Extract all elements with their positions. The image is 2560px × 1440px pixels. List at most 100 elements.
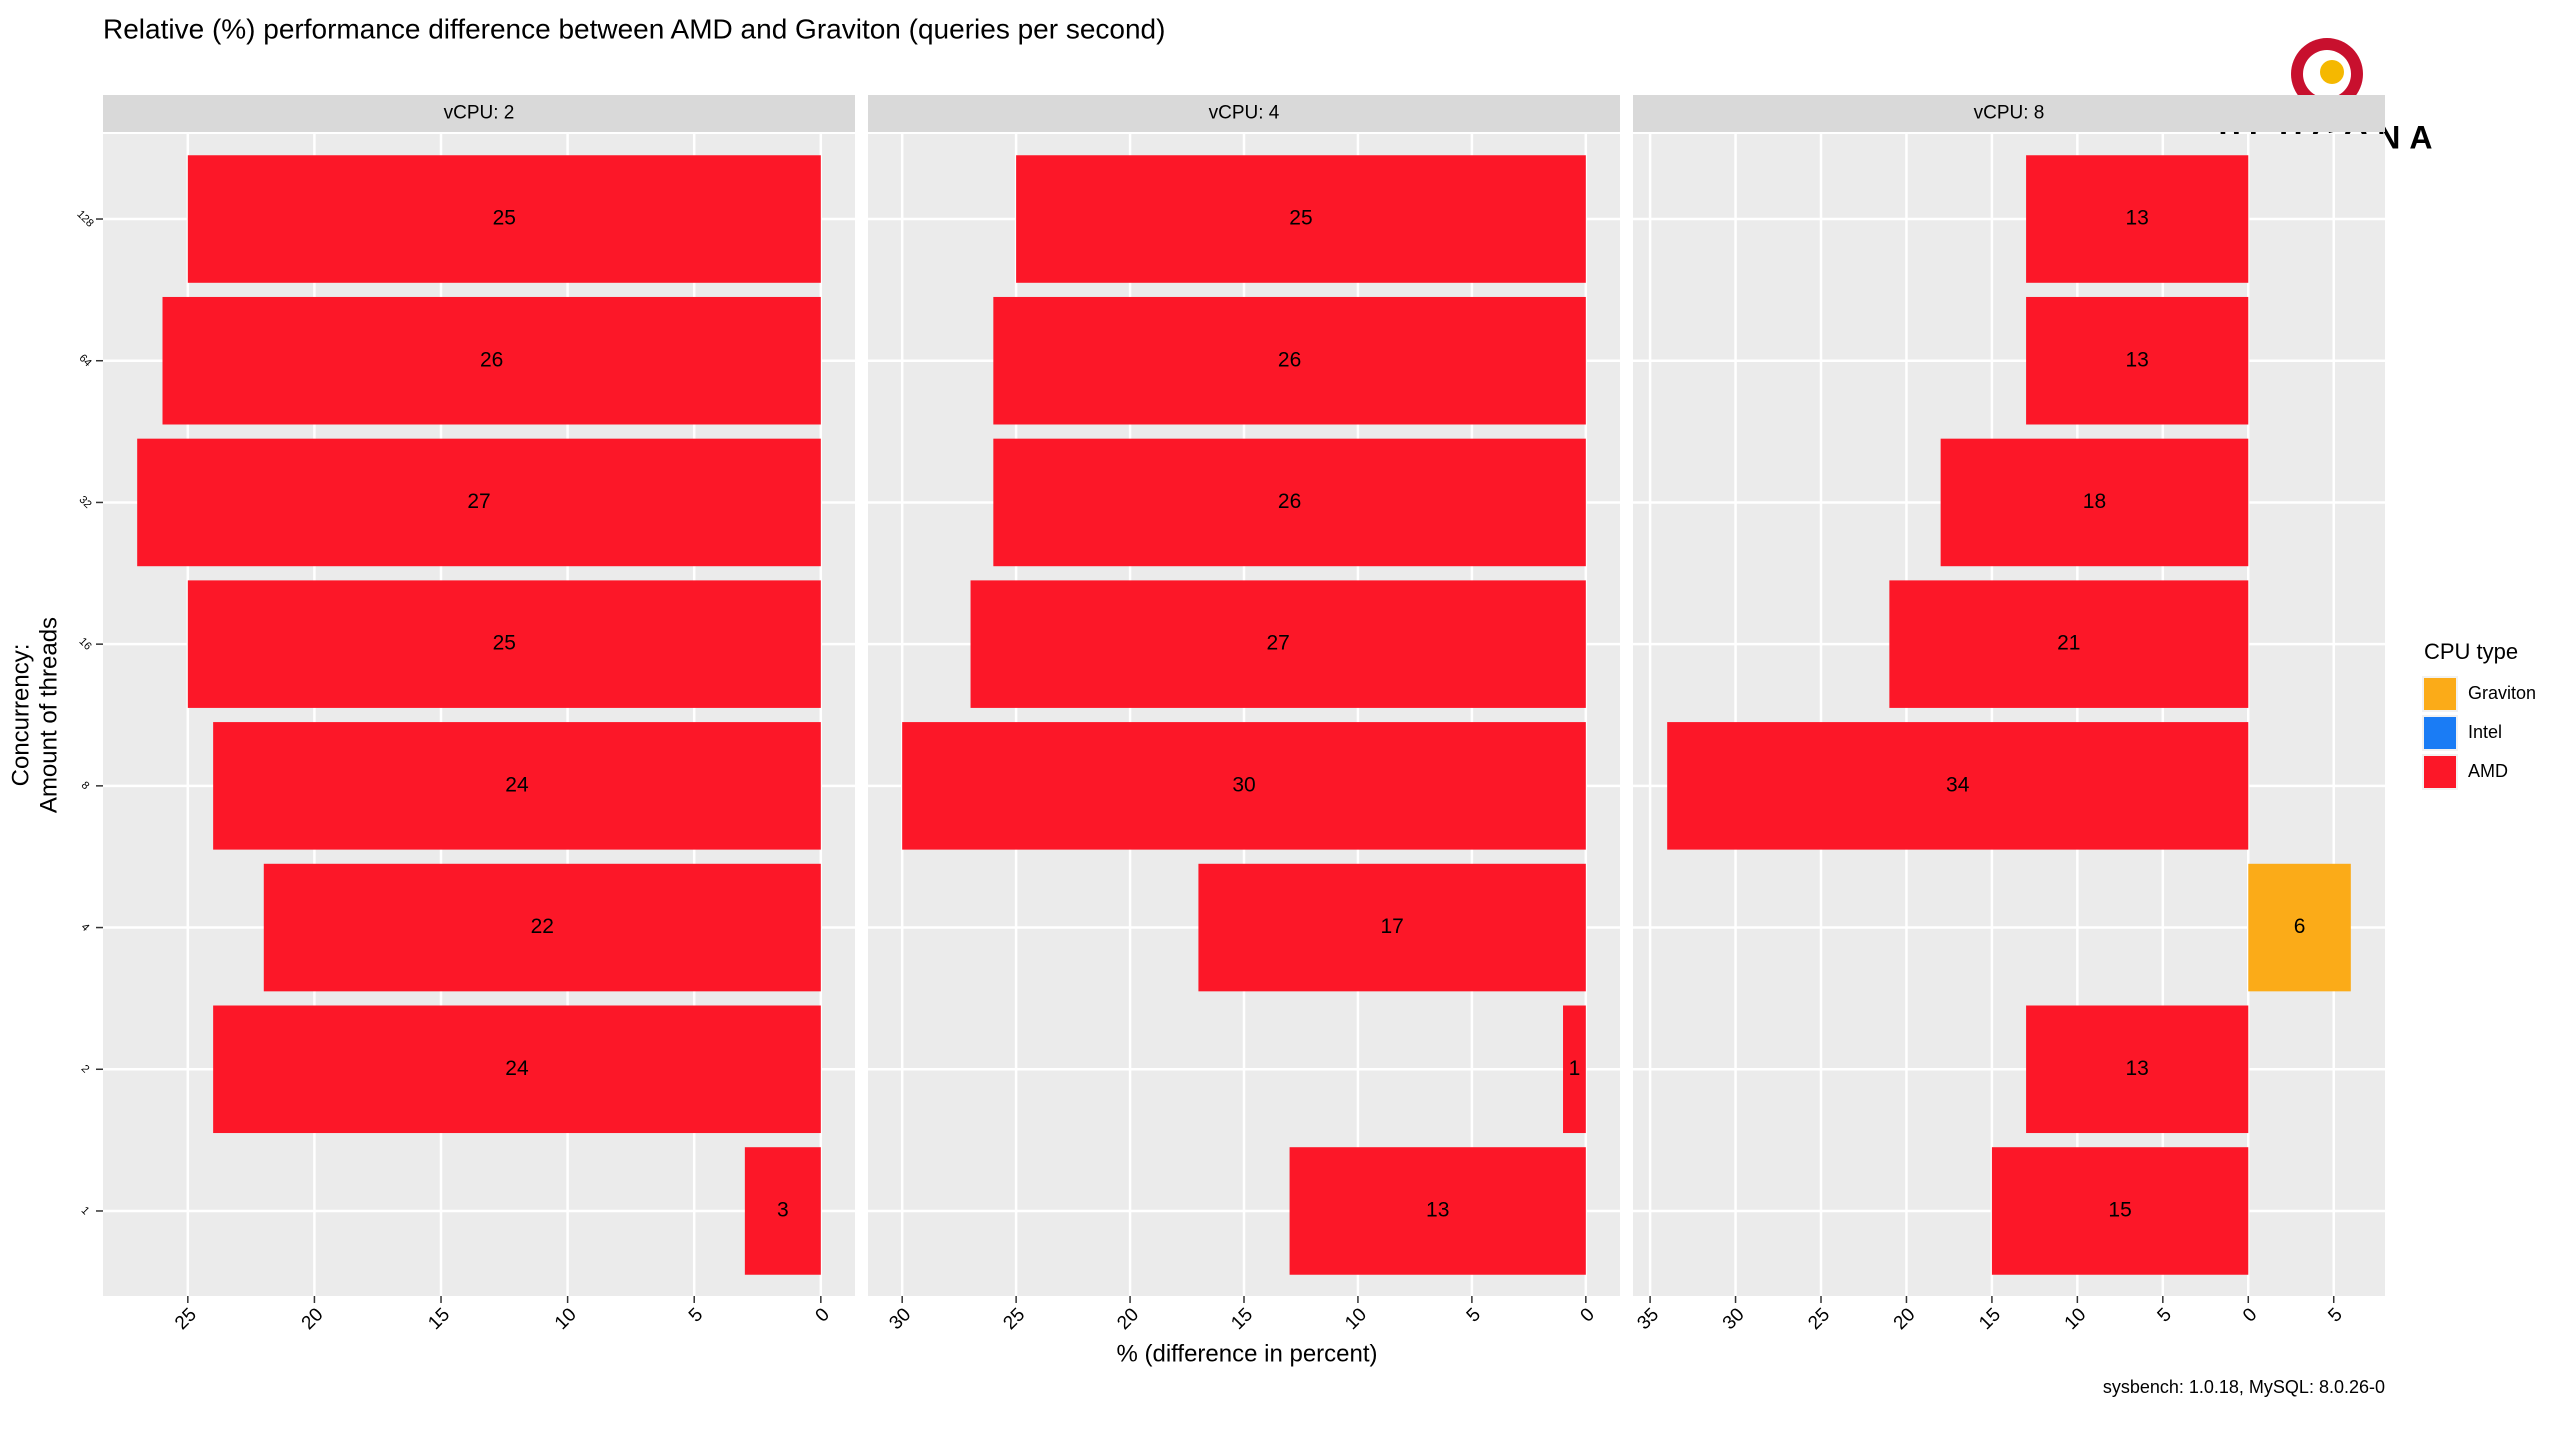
x-tick-label: 15 xyxy=(1975,1304,2005,1334)
legend-key xyxy=(2424,717,2456,749)
value-label: 27 xyxy=(1267,632,1290,655)
x-tick-label: 0 xyxy=(812,1304,834,1326)
value-label: 26 xyxy=(1278,490,1301,513)
bar xyxy=(902,722,1586,850)
y-axis-label-line: Concurrency: xyxy=(7,644,34,787)
y-tick-label: 64 xyxy=(76,352,93,369)
value-label: 17 xyxy=(1380,915,1403,938)
x-tick-label: 20 xyxy=(1113,1304,1143,1334)
facet-title: vCPU: 8 xyxy=(1974,103,2045,124)
legend-key xyxy=(2424,756,2456,788)
value-label: 24 xyxy=(505,1057,529,1080)
strip xyxy=(103,95,855,132)
bar xyxy=(1289,1147,1586,1275)
value-label: 34 xyxy=(1946,773,1970,796)
strip xyxy=(1633,95,2385,132)
value-label: 6 xyxy=(2294,915,2306,938)
x-tick-label: 25 xyxy=(171,1304,201,1334)
value-label: 18 xyxy=(2083,490,2106,513)
bar xyxy=(1198,863,1586,992)
bar xyxy=(137,438,821,567)
value-label: 3 xyxy=(777,1199,789,1222)
legend-label: Intel xyxy=(2468,722,2502,742)
y-tick-label: 2 xyxy=(79,1063,92,1076)
x-tick-label: 30 xyxy=(1719,1304,1749,1334)
value-label: 13 xyxy=(2126,348,2149,371)
bar xyxy=(187,155,821,283)
y-tick-label: 4 xyxy=(79,921,92,934)
value-label: 15 xyxy=(2108,1199,2131,1222)
bar xyxy=(263,863,821,992)
x-tick-label: 5 xyxy=(1463,1304,1485,1326)
bar xyxy=(2248,863,2351,992)
bar xyxy=(1016,155,1586,283)
logo-dot xyxy=(2320,60,2344,84)
bar xyxy=(213,722,821,850)
y-tick-label: 8 xyxy=(79,779,92,792)
bar xyxy=(2026,1005,2249,1134)
x-axis-label: % (difference in percent) xyxy=(1116,1340,1377,1367)
y-tick-label: 1 xyxy=(79,1205,92,1218)
bar xyxy=(1940,438,2249,567)
x-tick-label: 5 xyxy=(685,1304,707,1326)
x-tick-label: 0 xyxy=(2239,1304,2261,1326)
x-tick-label: 0 xyxy=(1577,1304,1599,1326)
bar xyxy=(1889,580,2249,708)
legend-title: CPU type xyxy=(2424,639,2518,664)
value-label: 26 xyxy=(1278,348,1301,371)
y-tick-label: 128 xyxy=(74,208,95,229)
chart-title: Relative (%) performance difference betw… xyxy=(103,13,1165,44)
value-label: 26 xyxy=(480,348,503,371)
bar xyxy=(1563,1005,1586,1134)
bar xyxy=(993,438,1586,567)
facet-title: vCPU: 4 xyxy=(1209,103,1280,124)
legend-label: Graviton xyxy=(2468,683,2536,703)
value-label: 13 xyxy=(1426,1199,1449,1222)
legend-label: AMD xyxy=(2468,761,2508,781)
caption: sysbench: 1.0.18, MySQL: 8.0.26-0 xyxy=(2103,1377,2385,1397)
bar xyxy=(2026,155,2249,283)
x-tick-label: 35 xyxy=(1633,1304,1663,1334)
value-label: 25 xyxy=(493,632,516,655)
panel xyxy=(1633,134,2385,1296)
value-label: 30 xyxy=(1232,773,1255,796)
x-tick-label: 15 xyxy=(424,1304,454,1334)
value-label: 27 xyxy=(467,490,490,513)
bar xyxy=(2026,296,2249,425)
y-axis-label: Concurrency: Amount of threads xyxy=(7,617,62,813)
x-tick-label: 20 xyxy=(298,1304,328,1334)
bar xyxy=(213,1005,821,1134)
value-label: 21 xyxy=(2057,632,2080,655)
x-tick-label: 10 xyxy=(551,1304,581,1334)
value-label: 1 xyxy=(1569,1057,1581,1080)
facet-title: vCPU: 2 xyxy=(444,103,515,124)
value-label: 13 xyxy=(2126,1057,2149,1080)
bar xyxy=(1667,722,2249,850)
x-tick-label: 10 xyxy=(2061,1304,2091,1334)
value-label: 25 xyxy=(493,207,516,230)
bar xyxy=(993,296,1586,425)
value-label: 25 xyxy=(1289,207,1312,230)
value-label: 13 xyxy=(2126,207,2149,230)
value-label: 22 xyxy=(531,915,554,938)
x-tick-label: 5 xyxy=(2324,1304,2346,1326)
x-tick-label: 20 xyxy=(1890,1304,1920,1334)
x-tick-label: 15 xyxy=(1227,1304,1257,1334)
y-tick-label: 16 xyxy=(76,636,93,653)
x-tick-label: 10 xyxy=(1341,1304,1371,1334)
bar xyxy=(162,296,821,425)
x-tick-label: 25 xyxy=(1804,1304,1834,1334)
bar xyxy=(970,580,1586,708)
x-tick-label: 5 xyxy=(2154,1304,2176,1326)
bar xyxy=(1991,1147,2249,1275)
legend-key xyxy=(2424,678,2456,710)
x-tick-label: 30 xyxy=(885,1304,915,1334)
bar xyxy=(187,580,821,708)
x-tick-label: 25 xyxy=(999,1304,1029,1334)
y-tick-label: 32 xyxy=(76,494,93,511)
y-axis-label-line: Amount of threads xyxy=(35,617,62,813)
strip xyxy=(868,95,1620,132)
value-label: 24 xyxy=(505,773,529,796)
